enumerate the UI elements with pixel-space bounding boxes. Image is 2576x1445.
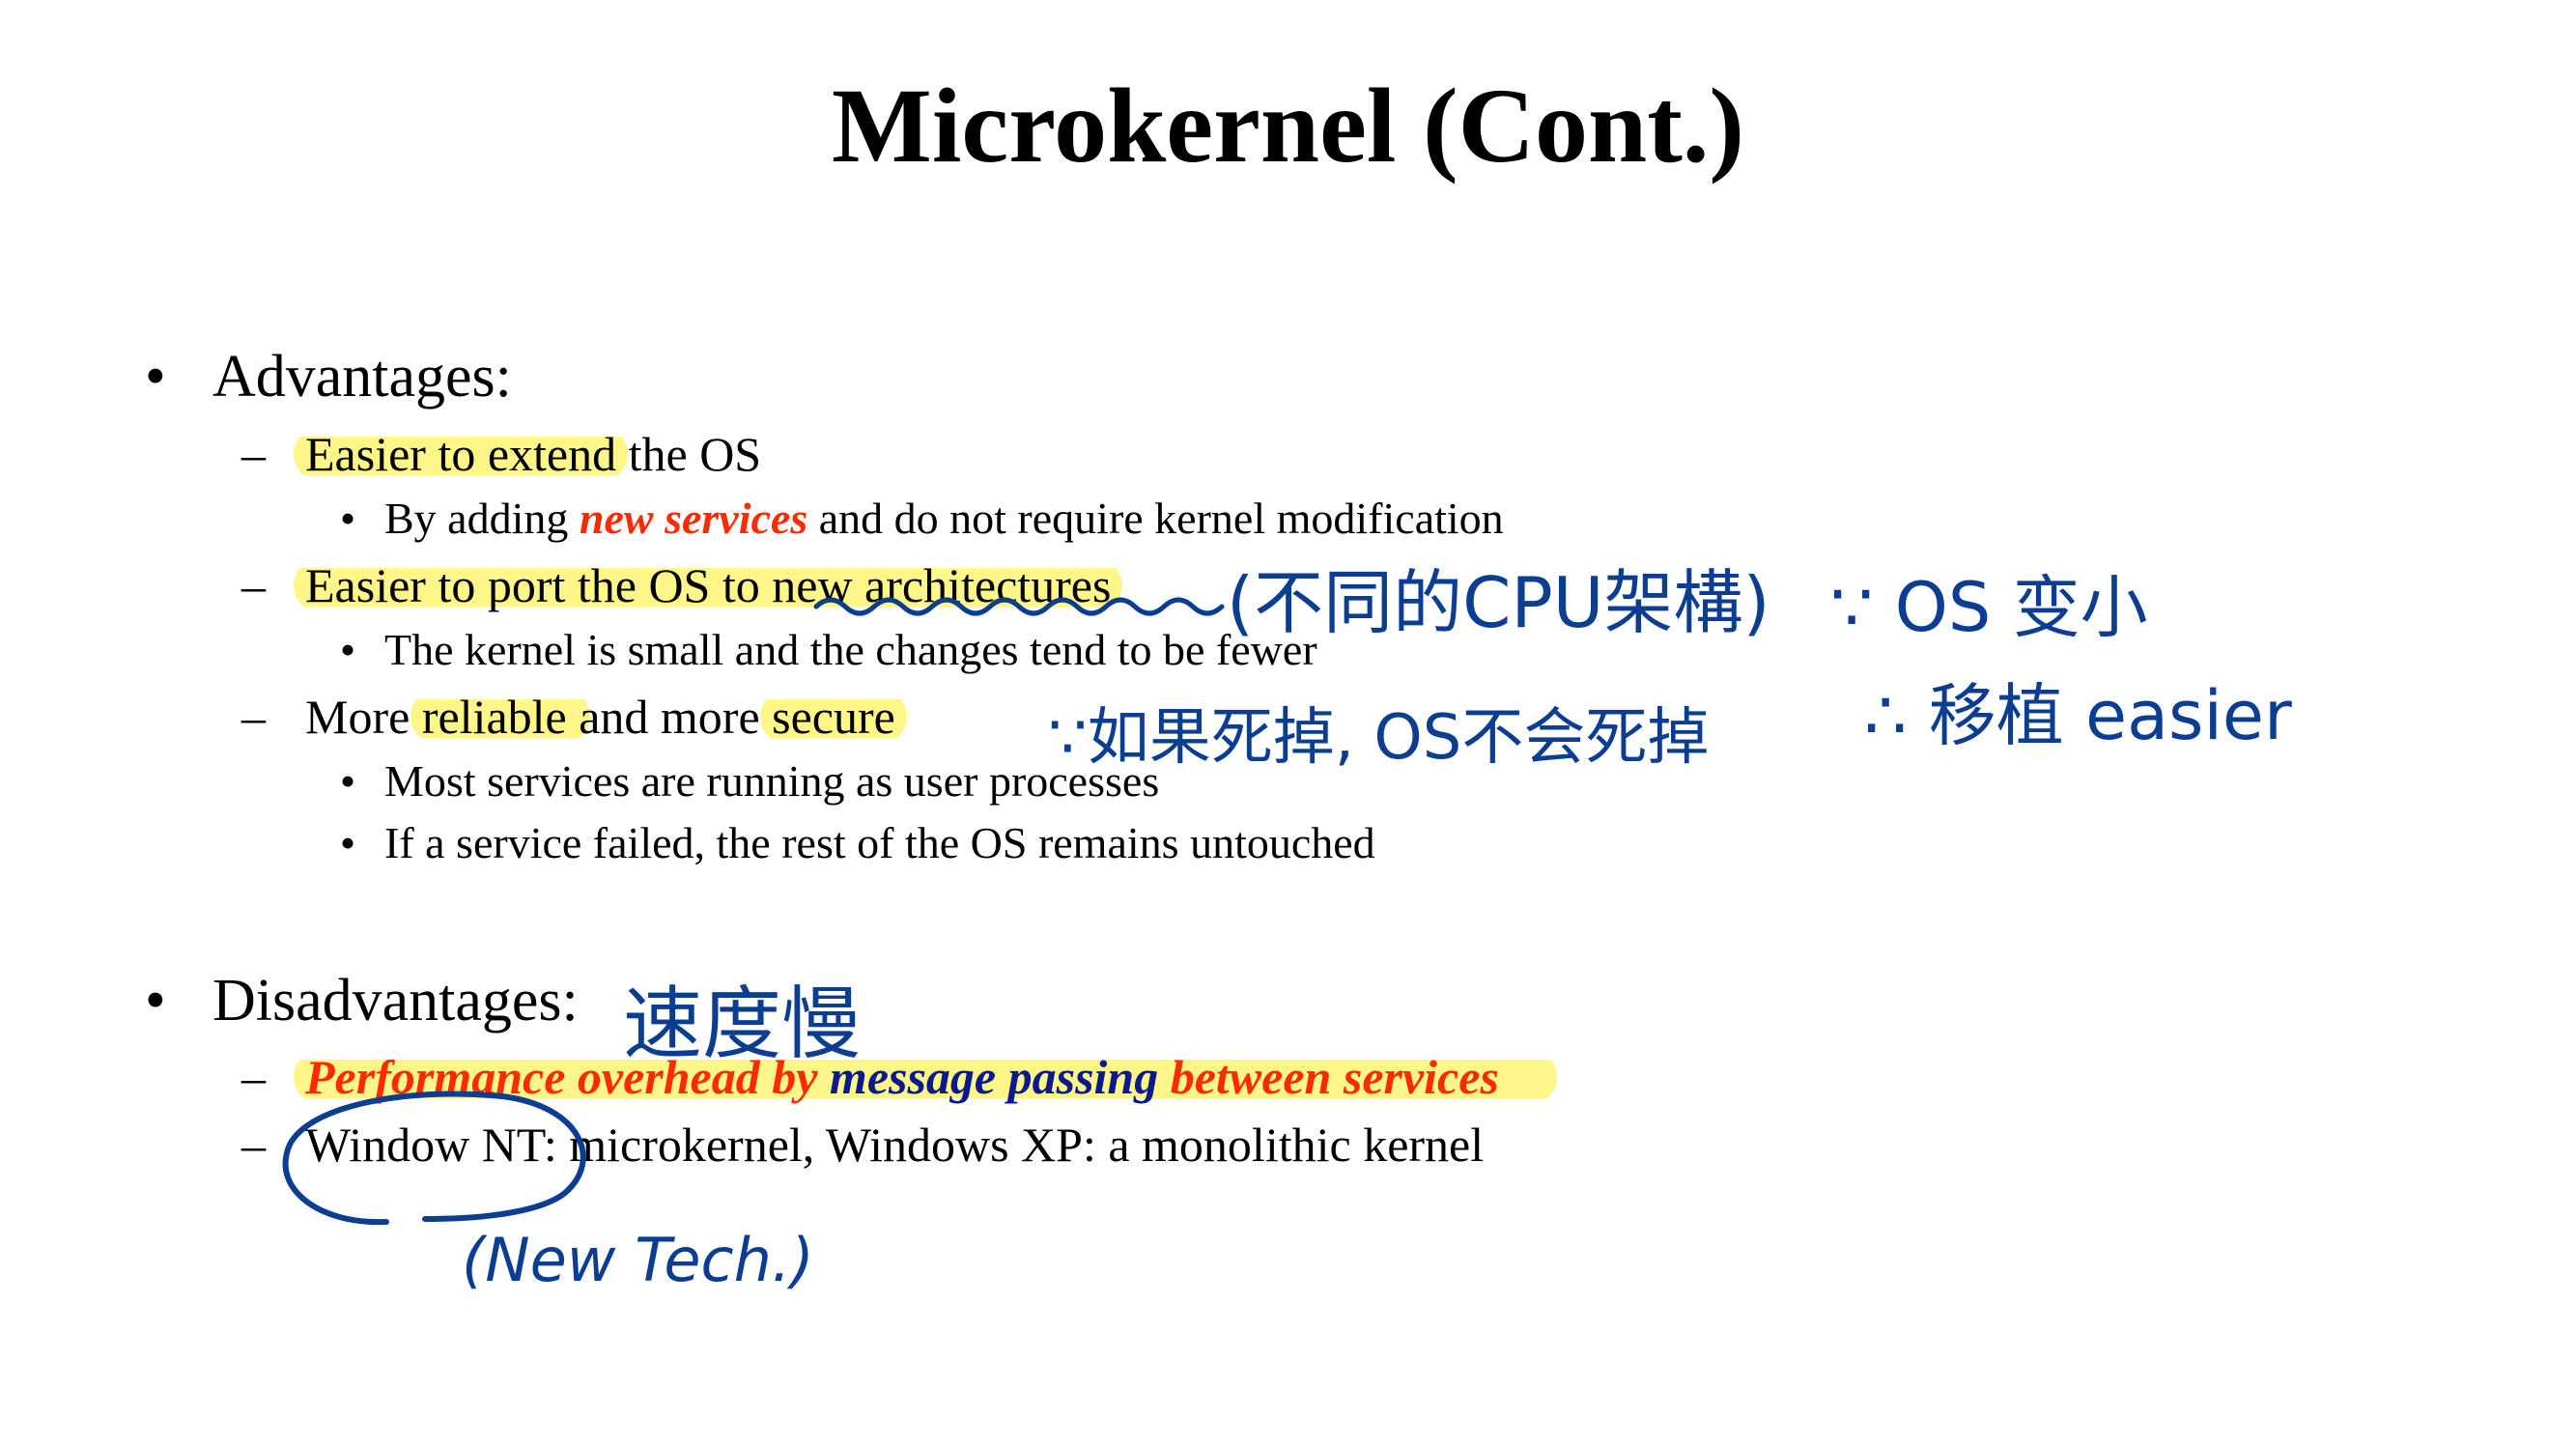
adv-item-extend-rest: the OS (616, 427, 762, 481)
between-services-text: between services (1158, 1050, 1499, 1104)
adv-sub-text: The kernel is small and the changes tend… (384, 625, 1317, 674)
adv-sub-text: If a service failed, the rest of the OS … (384, 818, 1375, 867)
secure-highlight: secure (760, 690, 907, 744)
adv-item-text: and more (579, 690, 773, 744)
disadvantages-heading: Disadvantages: (212, 968, 579, 1034)
adv-item-text: More (305, 690, 422, 744)
handwritten-note-os-small: ∵ OS 变小 (1830, 568, 2148, 647)
handwritten-note-cpu: (不同的CPU架構) (1227, 562, 1770, 643)
handwritten-note-new-tech: (New Tech.) (462, 1225, 814, 1295)
adv-sub-text: By adding (384, 494, 580, 543)
handwritten-note-slow: 速度慢 (623, 978, 862, 1070)
new-services-emphasis: new services (579, 494, 808, 543)
adv-item-extend-highlight: Easier to extend (294, 427, 629, 481)
advantages-heading: Advantages: (212, 344, 512, 410)
handwritten-note-crash: ∵如果死掉, OS不会死掉 (1048, 702, 1710, 774)
adv-sub-text: Most services are running as user proces… (384, 756, 1160, 806)
adv-sub-text: and do not require kernel modification (807, 494, 1504, 543)
windows-nt-text: Window NT: microkernel, Windows XP: a mo… (305, 1118, 1485, 1172)
adv-item-port-highlight: Easier to port the OS to new architectur… (294, 558, 1123, 612)
slide-title: Microkernel (Cont.) (832, 67, 1744, 184)
handwritten-note-port-easier: ∴ 移植 easier (1864, 676, 2292, 755)
reliable-highlight: reliable (410, 690, 591, 744)
message-passing-text: message passing (829, 1050, 1159, 1104)
